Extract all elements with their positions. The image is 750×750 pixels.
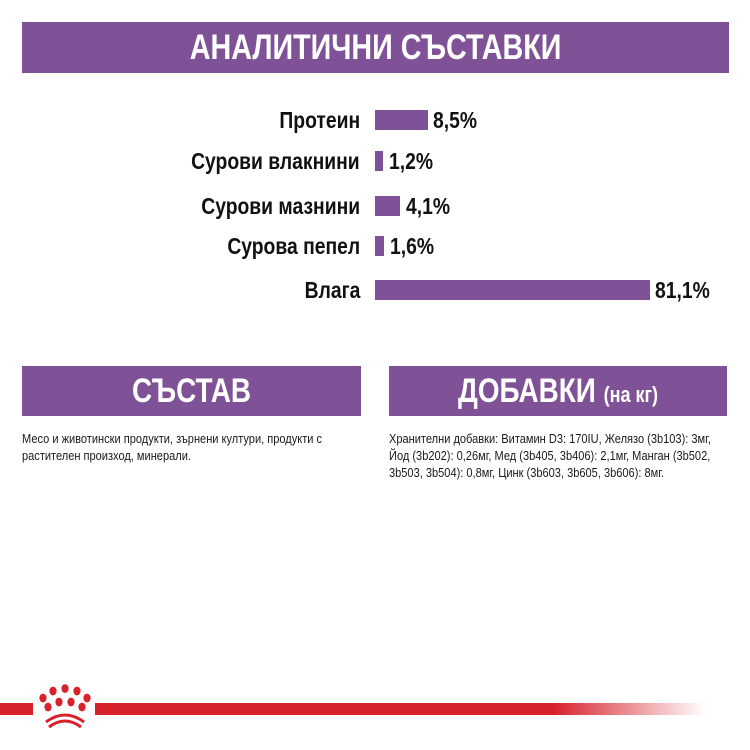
additives-title: ДОБАВКИ xyxy=(457,371,596,410)
nutrient-label: Сурови мазнини xyxy=(201,193,360,219)
nutrient-row-fiber: Сурови влакнини 1,2% xyxy=(0,149,750,173)
composition-text: Месо и животински продукти, зърнени култ… xyxy=(22,431,323,463)
additives-title-wrap: ДОБАВКИ (на кг) xyxy=(458,372,658,411)
nutrient-label: Сурови влакнини xyxy=(191,148,360,174)
nutrient-value: 1,2% xyxy=(389,148,434,174)
nutrient-row-moisture: Влага 81,1% xyxy=(0,278,750,302)
nutrient-label: Протеин xyxy=(279,107,360,133)
nutrient-label: Сурова пепел xyxy=(227,233,360,259)
analytical-constituents-banner: АНАЛИТИЧНИ СЪСТАВКИ xyxy=(22,22,729,73)
nutrient-bar xyxy=(375,151,383,171)
nutrient-bar xyxy=(375,236,384,256)
nutrient-row-fat: Сурови мазнини 4,1% xyxy=(0,194,750,218)
brand-stripe-right xyxy=(95,703,705,715)
composition-banner: СЪСТАВ xyxy=(22,366,361,416)
crown-logo-icon xyxy=(39,684,91,729)
additives-text: Хранителни добавки: Витамин D3: 170IU, Ж… xyxy=(389,431,711,480)
nutrient-bar xyxy=(375,110,428,130)
nutrient-row-ash: Сурова пепел 1,6% xyxy=(0,234,750,258)
nutrient-value: 81,1% xyxy=(655,277,710,303)
nutrient-row-protein: Протеин 8,5% xyxy=(0,108,750,132)
nutrient-label: Влага xyxy=(304,277,360,303)
additives-banner: ДОБАВКИ (на кг) xyxy=(389,366,727,416)
nutrient-value: 8,5% xyxy=(433,107,478,133)
nutrient-value: 1,6% xyxy=(390,233,435,259)
nutrient-bar xyxy=(375,196,400,216)
nutrient-value: 4,1% xyxy=(406,193,451,219)
page-title: АНАЛИТИЧНИ СЪСТАВКИ xyxy=(189,27,562,67)
composition-title: СЪСТАВ xyxy=(131,371,252,410)
nutrient-bar xyxy=(375,280,650,300)
brand-stripe-left xyxy=(0,703,33,715)
additives-title-suffix: (на кг) xyxy=(603,381,659,407)
